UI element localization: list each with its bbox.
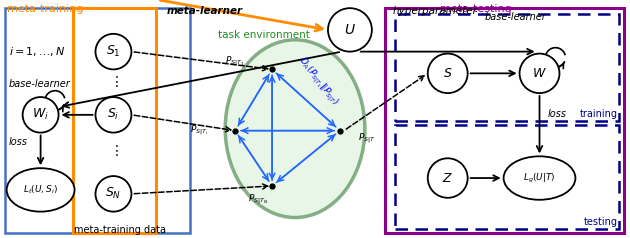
- Text: $Z$: $Z$: [442, 172, 453, 184]
- Text: $U$: $U$: [344, 23, 356, 37]
- Text: $W$: $W$: [532, 67, 547, 80]
- Ellipse shape: [96, 97, 132, 133]
- Text: $P_{S|T_N}$: $P_{S|T_N}$: [248, 193, 268, 207]
- Text: $S_1$: $S_1$: [106, 44, 121, 59]
- Text: hyperparameter: hyperparameter: [393, 6, 478, 16]
- Text: loss: loss: [547, 109, 566, 119]
- Text: meta-training: meta-training: [7, 4, 83, 14]
- Text: meta-testing: meta-testing: [440, 4, 512, 14]
- Text: base-learner: base-learner: [484, 12, 546, 22]
- Text: $L_t(U,S_i)$: $L_t(U,S_i)$: [23, 184, 58, 196]
- Ellipse shape: [23, 97, 59, 133]
- Ellipse shape: [520, 54, 559, 93]
- Text: $\vdots$: $\vdots$: [108, 74, 118, 89]
- Text: meta-training data: meta-training data: [74, 225, 166, 235]
- Bar: [395, 125, 619, 229]
- Ellipse shape: [503, 156, 575, 200]
- Ellipse shape: [428, 54, 467, 93]
- Bar: [385, 8, 624, 233]
- Text: training: training: [580, 109, 617, 119]
- Ellipse shape: [328, 8, 372, 52]
- Text: $L_g(U|T)$: $L_g(U|T)$: [523, 172, 556, 185]
- Ellipse shape: [7, 168, 74, 212]
- Text: meta-learner: meta-learner: [167, 6, 243, 16]
- Bar: [72, 8, 156, 233]
- Text: $D_A(P_{S|T_1}\|P_{S|T})$: $D_A(P_{S|T_1}\|P_{S|T})$: [294, 54, 341, 109]
- Ellipse shape: [96, 176, 132, 212]
- Text: $P_{S|T}$: $P_{S|T}$: [358, 131, 375, 146]
- Text: $P_{S|T_1}$: $P_{S|T_1}$: [226, 55, 245, 69]
- Text: $i=1,\ldots,N$: $i=1,\ldots,N$: [9, 45, 65, 58]
- Text: $P_{S|T_i}$: $P_{S|T_i}$: [190, 124, 209, 138]
- Text: loss: loss: [9, 138, 28, 148]
- Ellipse shape: [428, 158, 467, 198]
- Text: base-learner: base-learner: [9, 79, 71, 89]
- Bar: [4, 8, 190, 233]
- Text: $S_N$: $S_N$: [105, 186, 122, 201]
- Text: testing: testing: [583, 218, 617, 228]
- Text: $S_i$: $S_i$: [107, 107, 120, 122]
- Ellipse shape: [96, 34, 132, 69]
- Text: $W_i$: $W_i$: [32, 107, 49, 122]
- Text: $S$: $S$: [443, 67, 452, 80]
- Ellipse shape: [225, 40, 365, 218]
- Bar: [395, 14, 619, 121]
- Text: task environment: task environment: [218, 30, 310, 40]
- Text: $\vdots$: $\vdots$: [108, 143, 118, 158]
